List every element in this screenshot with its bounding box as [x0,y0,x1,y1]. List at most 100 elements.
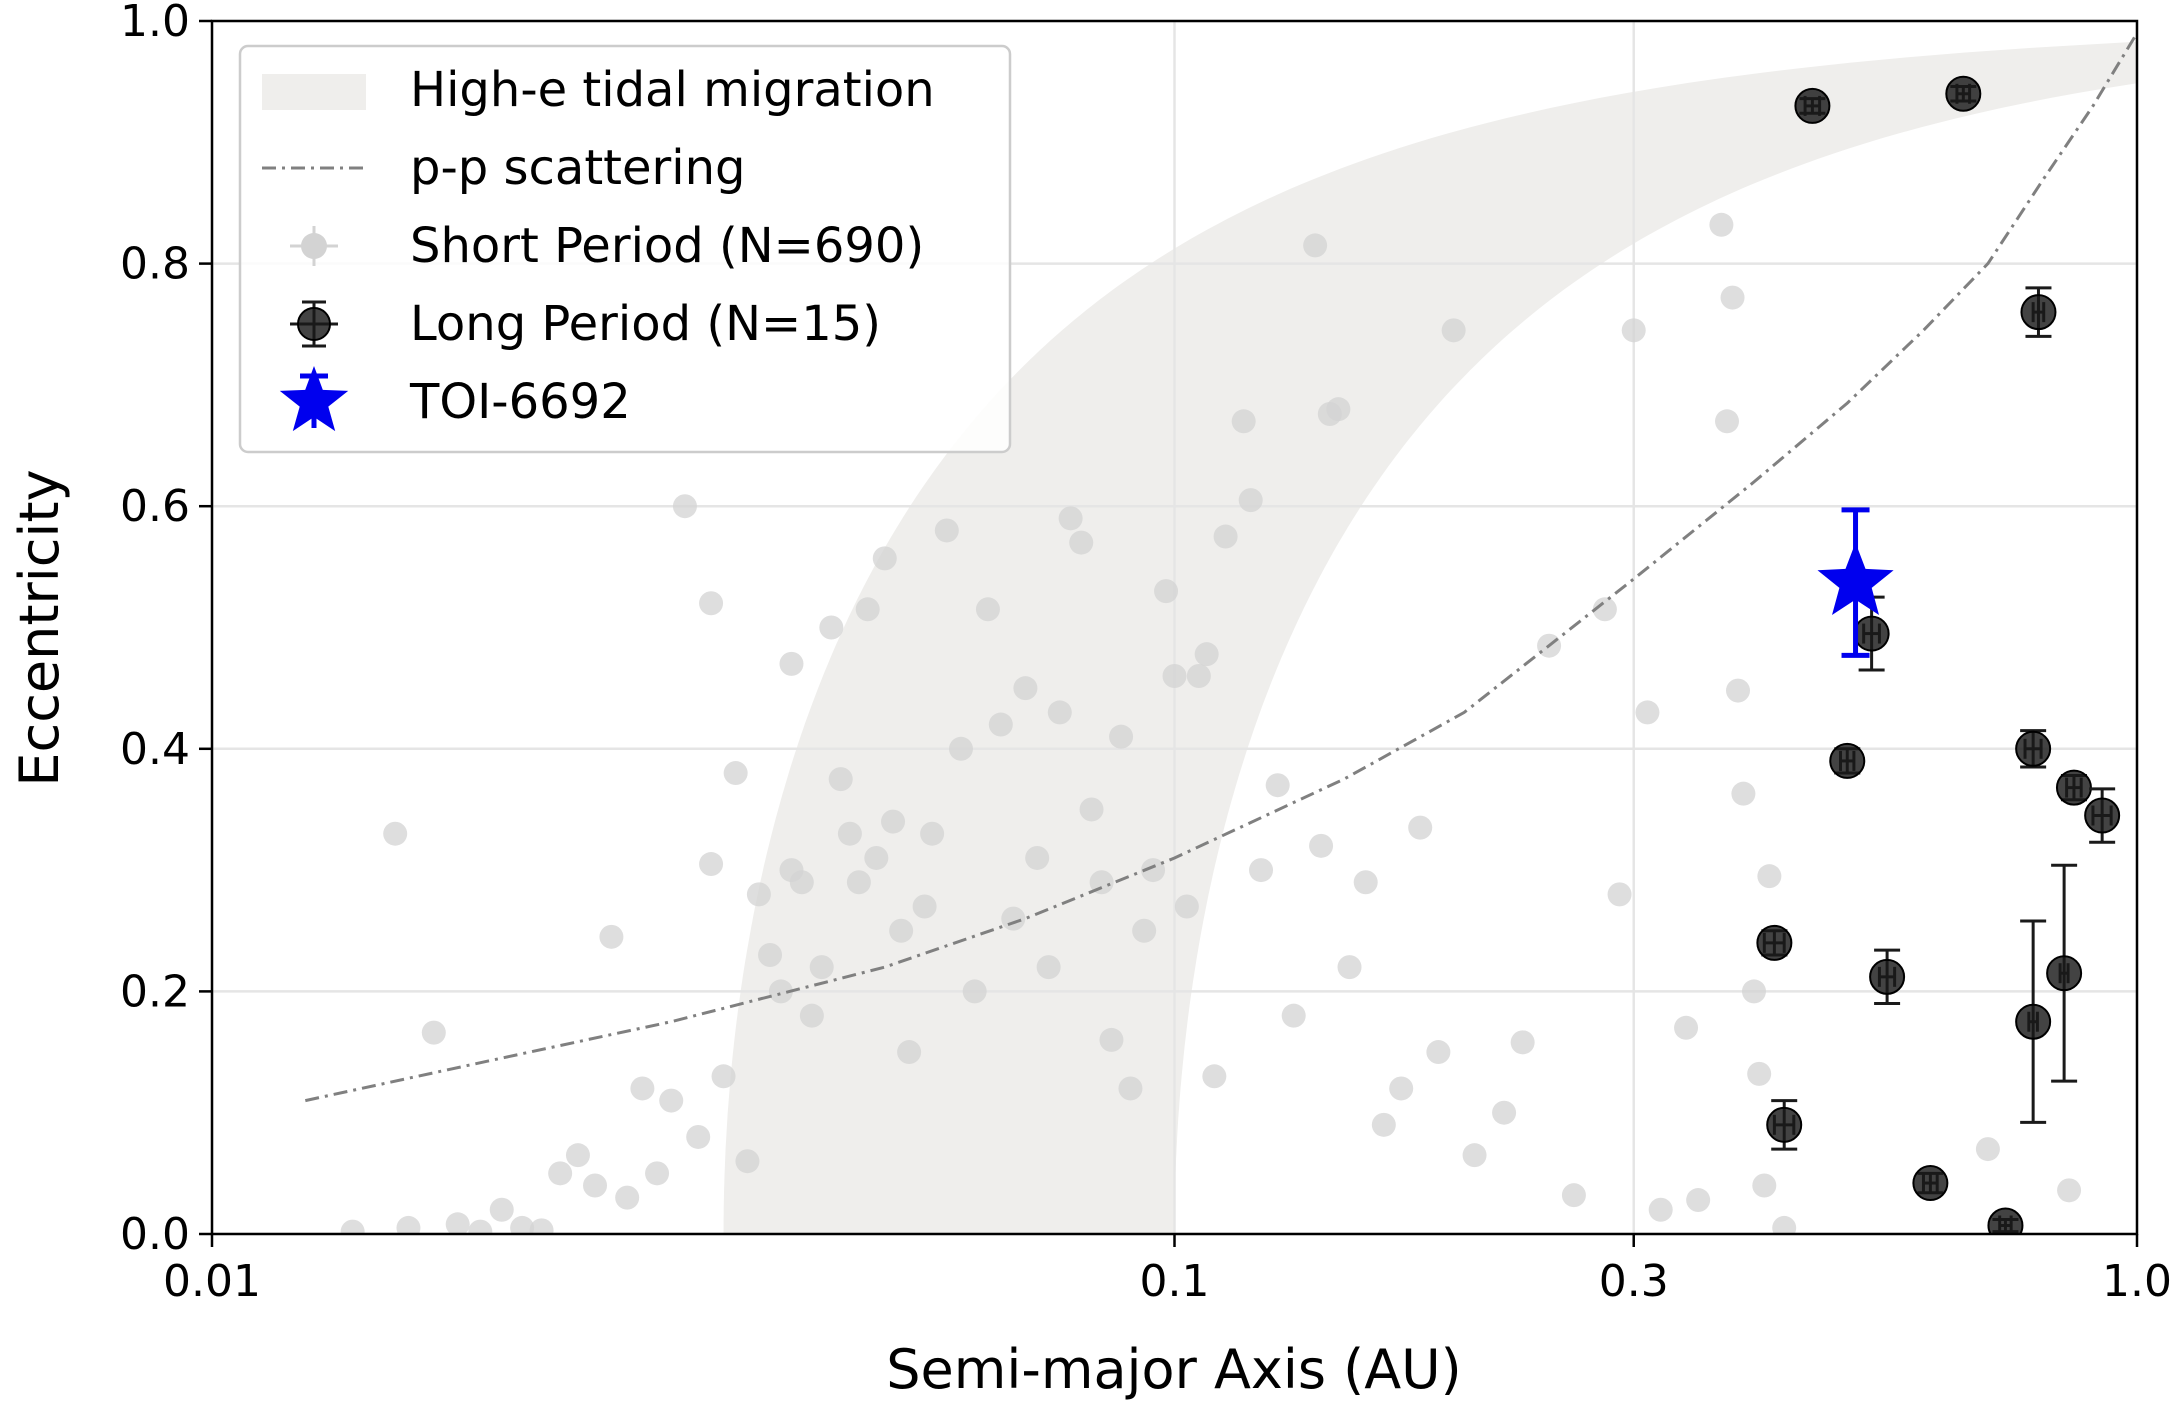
short-period-point [421,1020,446,1045]
short-period-point [1089,870,1114,895]
legend-long-marker [297,307,331,341]
short-period-point [1303,233,1328,258]
short-period-point [1265,773,1290,798]
pp-scattering-curve [304,32,2137,1103]
short-period-point [1109,724,1134,749]
short-period-point [920,821,945,846]
short-period-point [975,597,1000,622]
long-period-point [1766,1106,1803,1143]
short-period-point [1709,212,1734,237]
short-period-point [1326,397,1351,422]
short-period-point [565,1143,590,1168]
short-period-point [1001,906,1026,931]
legend-label-band: High-e tidal migration [410,62,935,118]
long-period-point [1756,924,1793,961]
short-period-point [1408,815,1433,840]
short-period-point [1353,870,1378,895]
legend-long-swatch [290,300,338,348]
y-tick-label: 0.2 [120,966,190,1017]
legend-short-swatch [290,226,338,266]
short-period-point [1132,918,1157,943]
short-period-point [1731,781,1756,806]
short-period-point [599,924,624,949]
long-period-point [2020,294,2057,331]
toi-6692-star-marker [1817,542,1894,615]
short-period-point [889,918,914,943]
short-period-point [510,1215,535,1234]
short-period-point [630,1076,655,1101]
short-period-point [1013,676,1038,701]
short-period-point [1047,700,1072,725]
short-period-point [383,821,408,846]
short-period-point [1231,409,1256,434]
short-period-point [1058,506,1083,531]
short-period-point [1674,1015,1699,1040]
short-period-point [1186,664,1211,689]
short-period-point [1462,1143,1487,1168]
legend-frame [238,44,1012,454]
short-period-point [1975,1137,2000,1162]
long-period-point [1912,1165,1949,1202]
y-tick-label: 0.4 [120,724,190,775]
short-period-point [758,943,783,968]
short-period-point [1099,1027,1124,1052]
short-period-point [699,591,724,616]
short-period-point [468,1219,493,1234]
short-period-point [897,1040,922,1065]
x-tick-label: 0.1 [1140,1256,1210,1307]
y-tick-label: 0.6 [120,481,190,532]
long-period-point [1945,75,1982,112]
short-period-series [340,212,2082,1234]
short-period-point [489,1197,514,1222]
short-period-point [1747,1061,1772,1086]
short-period-point [799,1003,824,1028]
short-period-point [948,736,973,761]
short-period-point [1079,797,1104,822]
long-period-point [2046,955,2083,992]
legend-label-line: p-p scattering [410,140,745,196]
short-period-point [735,1149,760,1174]
short-period-point [2057,1178,2082,1203]
short-period-point [1607,882,1632,907]
short-period-point [768,979,793,1004]
short-period-point [1426,1040,1451,1065]
short-period-point [699,852,724,877]
short-period-point [445,1212,470,1234]
x-axis-title: Semi-major Axis (AU) [886,1338,1462,1401]
short-period-point [1036,955,1061,980]
short-period-point [1561,1183,1586,1208]
short-period-point [529,1218,554,1234]
long-period-point [2084,797,2121,834]
long-period-point [1829,742,1866,779]
short-period-point [1752,1173,1777,1198]
short-period-point [1715,409,1740,434]
short-period-point [686,1124,711,1149]
short-period-point [855,597,880,622]
short-period-point [881,809,906,834]
long-period-point [2015,730,2052,767]
short-period-point [583,1173,608,1198]
short-period-point [1441,318,1466,343]
y-axis-title: Eccentricity [8,469,71,786]
short-period-point [1281,1003,1306,1028]
short-period-point [988,712,1013,737]
long-period-point [1987,1207,2024,1234]
legend-target-swatch [279,366,349,432]
short-period-point [1492,1100,1517,1125]
short-period-point [1648,1197,1673,1222]
short-period-point [1118,1076,1143,1101]
short-period-point [912,894,937,919]
short-period-point [837,821,862,846]
short-period-point [819,615,844,640]
y-axis-ticks: 0.0 0.2 0.4 0.6 0.8 1.0 [120,0,212,1260]
long-period-point [1869,958,1906,995]
short-period-point [1686,1188,1711,1213]
legend-short-marker [301,233,327,259]
short-period-point [962,979,987,1004]
short-period-point [1772,1215,1797,1234]
short-period-point [1371,1112,1396,1137]
legend-label-target: TOI-6692 [409,374,631,430]
short-period-point [1592,597,1617,622]
short-period-point [340,1219,365,1234]
